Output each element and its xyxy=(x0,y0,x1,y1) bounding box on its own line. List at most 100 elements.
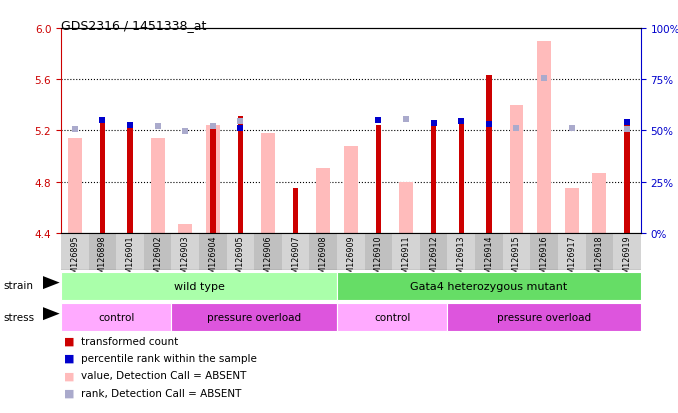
Text: GSM126918: GSM126918 xyxy=(595,235,604,284)
Text: GSM126914: GSM126914 xyxy=(484,235,494,284)
Point xyxy=(483,121,494,128)
Text: GSM126916: GSM126916 xyxy=(540,235,549,284)
Point xyxy=(538,75,549,82)
Point xyxy=(152,124,163,131)
Bar xyxy=(238,117,243,233)
Text: Gata4 heterozygous mutant: Gata4 heterozygous mutant xyxy=(410,281,567,291)
Text: GSM126898: GSM126898 xyxy=(98,235,107,284)
Point xyxy=(235,119,246,125)
Bar xyxy=(447,233,475,271)
Bar xyxy=(68,139,82,233)
Bar xyxy=(337,303,447,331)
Bar xyxy=(624,126,630,233)
Bar xyxy=(61,233,89,271)
Bar xyxy=(593,173,606,233)
Text: GSM126908: GSM126908 xyxy=(319,235,327,284)
Text: transformed count: transformed count xyxy=(81,336,178,346)
Polygon shape xyxy=(43,307,60,320)
Bar xyxy=(565,189,578,233)
Bar xyxy=(309,233,337,271)
Bar xyxy=(420,233,447,271)
Text: GSM126906: GSM126906 xyxy=(264,235,273,284)
Text: wild type: wild type xyxy=(174,281,224,291)
Bar xyxy=(144,233,172,271)
Point xyxy=(235,125,246,132)
Bar xyxy=(558,233,586,271)
Point xyxy=(373,118,384,124)
Text: percentile rank within the sample: percentile rank within the sample xyxy=(81,353,257,363)
Bar xyxy=(510,106,523,233)
Bar xyxy=(282,233,309,271)
Point xyxy=(428,121,439,127)
Text: rank, Detection Call = ABSENT: rank, Detection Call = ABSENT xyxy=(81,388,242,398)
Text: GSM126917: GSM126917 xyxy=(567,235,576,284)
Text: control: control xyxy=(98,312,134,322)
Text: GSM126910: GSM126910 xyxy=(374,235,383,284)
Bar xyxy=(172,303,337,331)
Bar xyxy=(261,134,275,233)
Bar xyxy=(116,233,144,271)
Text: GSM126912: GSM126912 xyxy=(429,235,438,284)
Text: ■: ■ xyxy=(64,388,75,398)
Bar xyxy=(365,233,393,271)
Bar xyxy=(210,126,216,233)
Point xyxy=(97,118,108,124)
Bar xyxy=(100,122,105,233)
Point xyxy=(69,126,80,133)
Point xyxy=(622,126,633,133)
Point xyxy=(511,125,522,132)
Text: value, Detection Call = ABSENT: value, Detection Call = ABSENT xyxy=(81,370,247,380)
Bar xyxy=(199,233,226,271)
Bar xyxy=(151,139,165,233)
Bar xyxy=(502,233,530,271)
Bar xyxy=(293,189,298,233)
Bar xyxy=(172,233,199,271)
Bar xyxy=(376,126,381,233)
Text: GSM126895: GSM126895 xyxy=(71,235,79,284)
Bar xyxy=(613,233,641,271)
Text: pressure overload: pressure overload xyxy=(207,312,301,322)
Point xyxy=(622,120,633,126)
Point xyxy=(566,125,577,132)
Text: strain: strain xyxy=(3,281,33,291)
Bar xyxy=(586,233,613,271)
Bar xyxy=(486,76,492,233)
Text: stress: stress xyxy=(3,312,35,322)
Bar xyxy=(317,168,330,233)
Bar xyxy=(89,233,116,271)
Point xyxy=(456,119,466,125)
Text: GSM126902: GSM126902 xyxy=(153,235,162,284)
Text: pressure overload: pressure overload xyxy=(497,312,591,322)
Bar xyxy=(127,126,133,233)
Bar xyxy=(337,233,365,271)
Bar xyxy=(226,233,254,271)
Bar xyxy=(254,233,282,271)
Bar xyxy=(431,126,437,233)
Point xyxy=(401,116,412,123)
Point xyxy=(180,129,191,135)
Polygon shape xyxy=(43,276,60,290)
Bar xyxy=(393,233,420,271)
Text: GSM126911: GSM126911 xyxy=(401,235,411,284)
Text: GSM126905: GSM126905 xyxy=(236,235,245,284)
Text: GSM126915: GSM126915 xyxy=(512,235,521,284)
Text: GSM126913: GSM126913 xyxy=(457,235,466,284)
Point xyxy=(483,121,494,128)
Bar xyxy=(530,233,558,271)
Text: GSM126901: GSM126901 xyxy=(125,235,134,284)
Text: ■: ■ xyxy=(64,370,75,380)
Bar xyxy=(206,126,220,233)
Point xyxy=(207,124,218,131)
Text: GSM126904: GSM126904 xyxy=(208,235,218,284)
Text: ■: ■ xyxy=(64,336,75,346)
Text: GSM126907: GSM126907 xyxy=(291,235,300,284)
Text: GSM126903: GSM126903 xyxy=(181,235,190,284)
Bar xyxy=(178,224,192,233)
Bar xyxy=(61,272,337,300)
Point xyxy=(125,122,136,129)
Text: ■: ■ xyxy=(64,353,75,363)
Bar xyxy=(61,303,172,331)
Text: GSM126919: GSM126919 xyxy=(622,235,631,284)
Bar xyxy=(458,122,464,233)
Bar xyxy=(447,303,641,331)
